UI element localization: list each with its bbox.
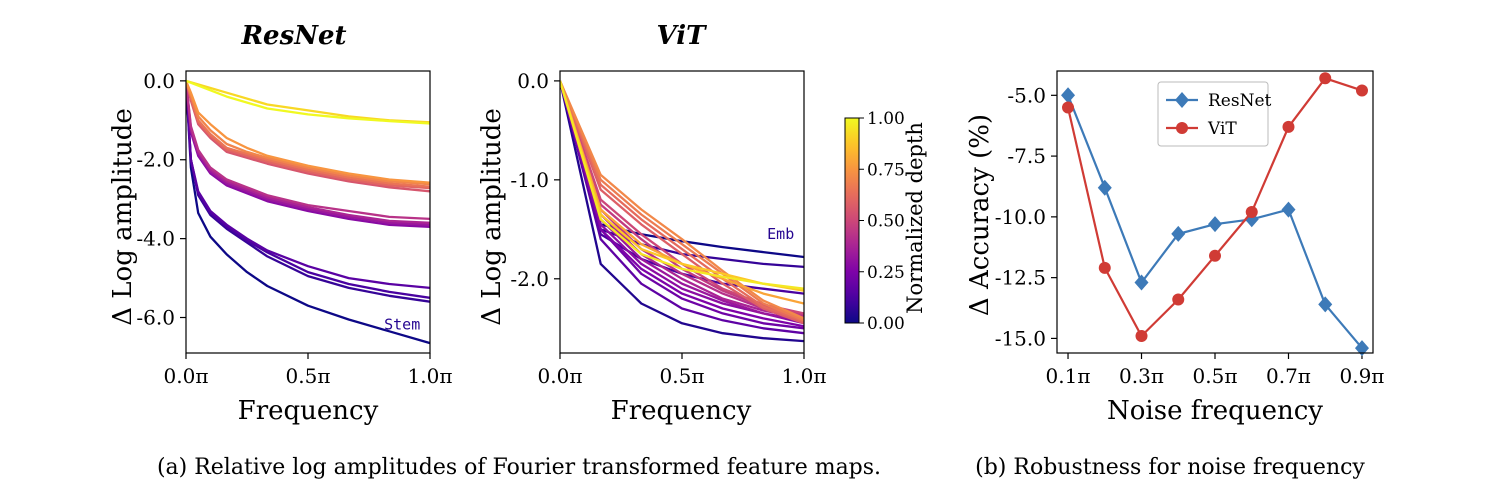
vit-plot: 0.0π 0.5π 1.0π 0.0 -1.0 -2.0 Emb [510,69,826,388]
legend: ResNet ViT [1157,81,1272,147]
caption-a: (a) Relative log amplitudes of Fourier t… [157,455,881,480]
legend-marker [1176,122,1188,134]
resnet-ylabel: Δ Log amplitude [108,108,138,326]
data-point [1208,216,1222,233]
data-point [1172,293,1185,306]
x-tick-label: 0.0π [164,364,209,388]
y-tick-label: -7.5 [1007,144,1046,168]
y-tick-label: -15.0 [995,326,1046,350]
y-tick-label: 0.0 [517,69,549,93]
data-point [1135,329,1148,342]
x-tick-label: 0.0π [538,364,583,388]
colorbar-tick-label: 0.00 [867,314,905,334]
x-tick-label: 1.0π [782,364,827,388]
series-line [560,80,804,323]
colorbar-label: Normalized depth [903,122,927,314]
data-point [1245,206,1258,218]
annotation-label: Stem [384,315,420,333]
series-line [186,80,430,186]
data-point [1319,72,1332,85]
series-line [186,79,430,124]
series-line [560,80,804,343]
data-point [1318,296,1333,313]
series-line [560,80,804,328]
series-line [560,80,804,290]
colorbar-gradient [844,117,860,324]
axes-frame [1056,70,1374,354]
axes-frame [559,70,805,354]
y-tick-label: -10.0 [995,205,1046,229]
colorbar-tick-label: 1.00 [867,109,905,129]
x-tick-label: 0.7π [1266,364,1311,388]
y-tick-label: -2.0 [510,267,549,291]
y-tick-label: -12.5 [995,266,1046,290]
data-point [1061,87,1076,104]
y-tick-label: 0.0 [143,69,175,93]
series-lines [560,80,804,343]
colorbar-tick-label: 0.75 [867,160,905,180]
vit-ylabel: Δ Log amplitude [477,108,507,326]
robustness-plot: 0.1π 0.3π 0.5π 0.7π 0.9π -5.0 -7.5 -10.0 -12.5 -1… [995,70,1385,388]
legend-marker [1175,92,1189,108]
data-point [1282,120,1295,133]
series-lines [186,79,430,345]
y-tick-label: -2.0 [136,148,175,172]
y-tick-label: -6.0 [136,306,175,330]
x-tick-label: 0.5π [286,364,331,388]
x-tick-label: 0.5π [660,364,705,388]
data-point [1209,249,1221,262]
series-line [560,80,804,322]
data-point [1098,261,1111,274]
data-point [1355,84,1368,97]
x-tick-label: 0.1π [1046,364,1091,388]
caption-b: (b) Robustness for noise frequency [975,455,1365,480]
series-line [186,80,430,221]
y-tick-label: -4.0 [136,227,175,251]
robustness-xlabel: Noise frequency [1107,396,1323,426]
axes-frame [185,70,431,354]
series-line [560,80,804,320]
series-line [560,80,804,335]
series-line [560,80,804,325]
series-line [186,79,430,125]
data-point [1354,340,1369,357]
data-point [1281,201,1296,218]
legend-label: ResNet [1208,91,1272,111]
x-tick-label: 1.0π [408,364,453,388]
x-tick-label: 0.9π [1340,364,1385,388]
series-line [186,80,430,193]
x-tick-label: 0.5π [1193,364,1238,388]
data-point [1134,274,1149,291]
resnet-title: ResNet [240,21,346,51]
vit-xlabel: Frequency [611,396,752,426]
series-line [186,80,430,345]
series-line [186,80,430,290]
colorbar: 0.00 0.25 0.50 0.75 1.00 [844,109,905,334]
series-line [186,80,430,224]
data-point [1171,225,1186,242]
colorbar-tick-label: 0.50 [867,212,905,232]
legend-label: ViT [1207,119,1237,139]
resnet-xlabel: Frequency [238,396,379,426]
series-vit [1062,72,1368,342]
series-line [186,80,430,226]
annotation-label: Emb [767,225,794,243]
colorbar-tick-label: 0.25 [867,263,905,283]
x-tick-label: 0.3π [1119,364,1164,388]
series-resnet [1061,87,1369,357]
y-tick-label: -1.0 [510,168,549,192]
data-point [1097,179,1112,196]
resnet-plot: 0.0π 0.5π 1.0π 0.0 -2.0 -4.0 -6.0 Stem [136,69,452,388]
robustness-ylabel: Δ Accuracy (%) [965,114,995,316]
vit-title: ViT [657,21,708,51]
data-point [1062,101,1075,114]
y-tick-label: -5.0 [1007,83,1046,107]
series-line [186,80,430,184]
